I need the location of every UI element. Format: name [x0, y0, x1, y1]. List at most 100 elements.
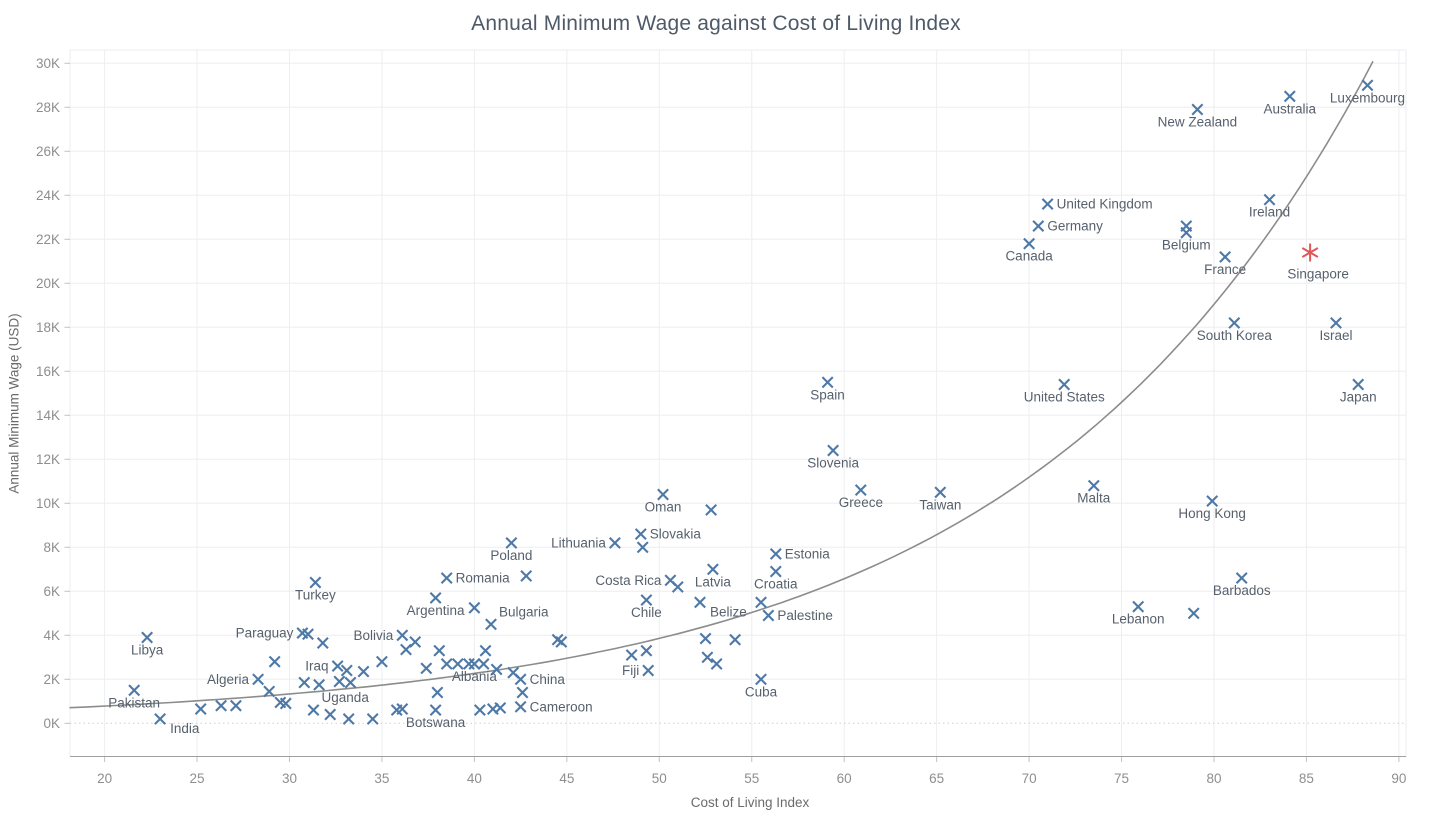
data-point-x[interactable] [821, 376, 834, 389]
data-point-x[interactable] [296, 627, 309, 640]
data-point-x[interactable] [827, 444, 840, 457]
data-point-x[interactable] [854, 484, 867, 497]
data-point-x[interactable] [1283, 90, 1296, 103]
data-point-x[interactable] [664, 574, 677, 587]
data-point-x[interactable] [657, 488, 669, 501]
data-point-x[interactable] [1032, 220, 1045, 233]
data-point-x[interactable] [706, 563, 719, 576]
data-point-x[interactable] [331, 660, 344, 673]
data-point-x[interactable] [307, 704, 320, 717]
data-point-x[interactable] [1041, 198, 1054, 211]
data-point-x[interactable] [473, 704, 486, 717]
data-point-x[interactable] [141, 631, 154, 644]
data-point-x[interactable] [1087, 479, 1100, 492]
data-point-x[interactable] [309, 576, 322, 589]
data-point-x[interactable] [1228, 316, 1241, 329]
data-point-x[interactable] [485, 618, 497, 631]
data-point-x[interactable] [514, 700, 527, 713]
data-point-x[interactable] [490, 663, 503, 676]
data-point-x[interactable] [479, 644, 492, 657]
data-point-x[interactable] [263, 685, 276, 698]
data-point-x[interactable] [194, 703, 207, 715]
data-point-x[interactable] [396, 703, 409, 715]
data-point-x[interactable] [762, 609, 775, 622]
data-point-x[interactable] [342, 712, 355, 725]
data-point-x[interactable] [1235, 572, 1248, 585]
data-point-x[interactable] [701, 651, 714, 664]
data-point-x[interactable] [1330, 316, 1342, 329]
data-point-x[interactable] [1187, 607, 1200, 620]
data-point-x[interactable] [420, 662, 433, 675]
data-point-x[interactable] [462, 657, 475, 670]
data-point-x[interactable] [505, 536, 518, 549]
data-point-x[interactable] [440, 657, 453, 670]
data-point-x[interactable] [333, 675, 346, 688]
data-point-x[interactable] [555, 635, 568, 648]
data-point-x[interactable] [710, 657, 723, 670]
data-point-x[interactable] [433, 644, 446, 657]
data-point-x[interactable] [636, 541, 649, 554]
data-point-x[interactable] [1263, 193, 1276, 206]
data-point-x[interactable] [1180, 226, 1193, 239]
data-point-x[interactable] [298, 676, 311, 689]
data-point-x[interactable] [769, 565, 782, 578]
data-point-x[interactable] [1352, 378, 1365, 391]
data-point-x[interactable] [1219, 250, 1232, 263]
data-point-x[interactable] [640, 594, 653, 607]
data-point-x[interactable] [520, 569, 533, 582]
data-point-x[interactable] [694, 596, 706, 609]
data-point-x[interactable] [279, 697, 292, 710]
data-point-x[interactable] [215, 699, 228, 712]
data-point-x[interactable] [431, 686, 444, 699]
data-point-x[interactable] [516, 686, 529, 699]
data-point-x[interactable] [429, 591, 442, 604]
data-point-x[interactable] [468, 601, 481, 614]
y-tick-label: 18K [36, 320, 60, 335]
data-point-x[interactable] [229, 699, 242, 712]
data-point-x[interactable] [1361, 79, 1374, 92]
data-point-x[interactable] [340, 664, 353, 677]
data-point-x[interactable] [755, 673, 767, 686]
data-point-x[interactable] [468, 657, 481, 670]
data-point-x[interactable] [313, 678, 326, 691]
data-point-x[interactable] [400, 643, 412, 656]
data-point-x[interactable] [268, 655, 281, 668]
data-point-x[interactable] [409, 635, 422, 648]
data-point-x[interactable] [608, 536, 621, 549]
data-point-x[interactable] [477, 657, 490, 670]
data-point-x[interactable] [252, 673, 265, 686]
data-point-x[interactable] [366, 712, 379, 725]
data-point-x[interactable] [640, 644, 653, 657]
data-point-x[interactable] [642, 664, 655, 677]
data-point-x[interactable] [429, 704, 442, 717]
data-point-x[interactable] [634, 528, 647, 541]
data-point-x[interactable] [357, 665, 370, 678]
data-point-x[interactable] [316, 637, 329, 649]
data-point-x[interactable] [1132, 600, 1145, 613]
data-point-x[interactable] [1058, 378, 1071, 391]
data-point-x[interactable] [729, 633, 742, 646]
data-point-x[interactable] [1023, 237, 1036, 250]
data-point-x[interactable] [934, 486, 947, 499]
data-point-x[interactable] [375, 655, 388, 668]
data-point-x[interactable] [344, 676, 357, 689]
data-point-x[interactable] [705, 503, 718, 516]
data-point-x[interactable] [494, 701, 507, 714]
data-point-x[interactable] [128, 684, 141, 697]
data-point-x[interactable] [625, 649, 638, 662]
data-point-x[interactable] [1206, 495, 1219, 508]
chart-title: Annual Minimum Wage against Cost of Livi… [471, 12, 961, 35]
data-point-x[interactable] [154, 712, 167, 725]
data-point-x[interactable] [440, 572, 453, 585]
highlight-point-singapore[interactable] [1301, 243, 1319, 262]
data-point-x[interactable] [755, 596, 767, 609]
data-point-x[interactable] [324, 708, 337, 721]
data-point-x[interactable] [396, 629, 409, 642]
data-point-x[interactable] [514, 673, 527, 686]
x-tick-label: 45 [559, 771, 574, 786]
data-point-x[interactable] [451, 657, 464, 670]
data-point-x[interactable] [1191, 103, 1204, 116]
data-point-x[interactable] [699, 632, 712, 645]
data-point-x[interactable] [769, 547, 782, 560]
